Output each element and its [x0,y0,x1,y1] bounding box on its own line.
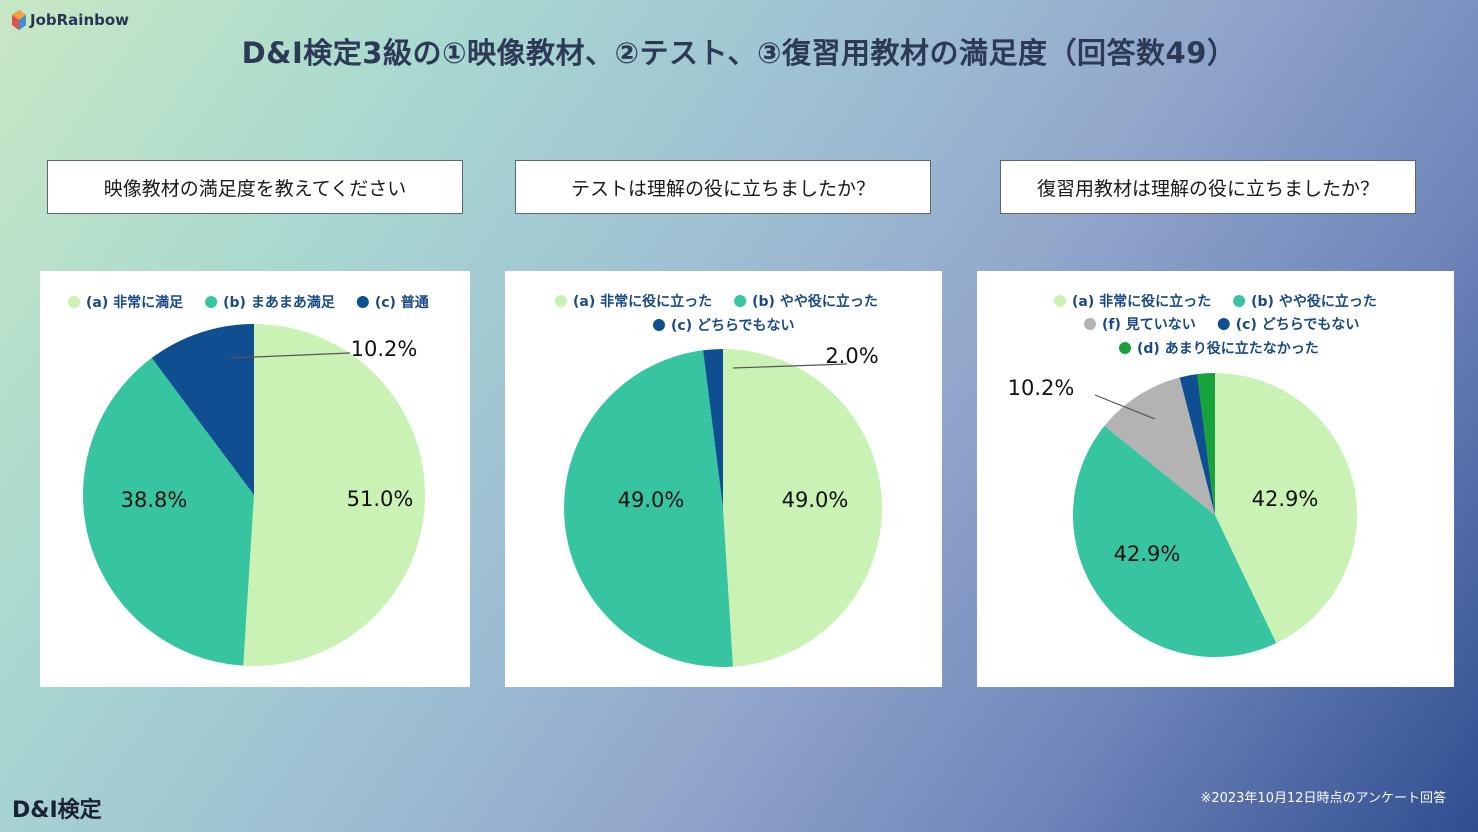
pie-slice [243,324,426,666]
pie-slice [1215,373,1357,644]
legend-label: (c) どちらでもない [1236,317,1360,333]
data-label: 51.0% [347,487,414,511]
pie-slice [723,349,882,667]
leader-line [229,352,351,359]
legend-marker [555,295,567,307]
pie-chart-review-material: (a) 非常に役に立った (b) やや役に立った (f) 見ていない (c) どちらで… [1008,293,1377,657]
legend-label: (f) 見ていない [1102,317,1196,333]
logo-text: JobRainbow [30,11,130,29]
pie-slice [1073,425,1277,657]
leader-line [1094,394,1156,420]
data-label: 2.0% [825,344,878,368]
chart-panel-1: (a) 非常に満足 (b) まあまあ満足 (c) 普通 51.0% 38.8% 10.2% [40,271,470,687]
legend-label: (c) 普通 [375,294,429,311]
data-label: 49.0% [782,488,849,512]
data-label: 49.0% [618,488,685,512]
legend-marker [1054,295,1066,307]
question-box-3: 復習用教材は理解の役に立ちましたか？ [1000,160,1416,214]
legend-label: (b) まあまあ満足 [223,294,336,311]
data-label: 42.9% [1114,542,1181,566]
jobrainbow-logo: JobRainbow [12,10,129,30]
data-label: 10.2% [351,337,418,361]
pie-slice [82,357,254,666]
legend-marker [734,295,747,307]
pie-slice [151,324,254,495]
chart-panel-2: (a) 非常に役に立った (b) やや役に立った (c) どちらでもない 49.0% 4… [505,271,942,687]
pie-slice [1179,374,1215,515]
data-label: 10.2% [1008,376,1075,400]
pie-slice [1104,377,1215,515]
leader-line [732,363,848,369]
legend-marker [1233,295,1246,307]
pie-slice [1197,373,1215,515]
legend-label: (a) 非常に満足 [86,294,184,311]
legend-label: (c) どちらでもない [671,318,795,334]
legend-marker [68,296,80,308]
page-title: D&I検定3級の①映像教材、②テスト、③復習用教材の満足度（回答数49） [241,36,1237,70]
pie-slice [564,350,733,667]
data-label: 42.9% [1252,487,1319,511]
pie-chart-video-material: (a) 非常に満足 (b) まあまあ満足 (c) 普通 51.0% 38.8% 10.2% [68,294,429,666]
legend-marker [1119,342,1131,354]
legend-marker [1084,318,1096,330]
legend-label: (a) 非常に役に立った [1072,293,1211,310]
legend-marker [1217,318,1230,330]
legend-marker [356,296,369,308]
legend-marker [205,296,218,308]
legend-label: (b) やや役に立った [752,293,878,310]
question-box-1: 映像教材の満足度を教えてください [47,160,463,214]
pie-chart-test: (a) 非常に役に立った (b) やや役に立った (c) どちらでもない 49.0% 4… [555,293,882,667]
footer-logo: D&I検定 [12,798,102,823]
chart-panel-3: (a) 非常に役に立った (b) やや役に立った (f) 見ていない (c) どちらで… [977,271,1454,687]
footnote: ※2023年10月12日時点のアンケート回答 [1200,791,1446,806]
legend-label: (a) 非常に役に立った [573,293,712,310]
question-box-2: テストは理解の役に立ちましたか？ [515,160,931,214]
logo-mark-icon [12,10,26,30]
legend-label: (b) やや役に立った [1251,293,1377,310]
pie-slice [703,349,723,508]
legend-label: (d) あまり役に立たなかった [1137,340,1319,357]
legend-marker [653,319,665,331]
data-label: 38.8% [121,488,188,512]
